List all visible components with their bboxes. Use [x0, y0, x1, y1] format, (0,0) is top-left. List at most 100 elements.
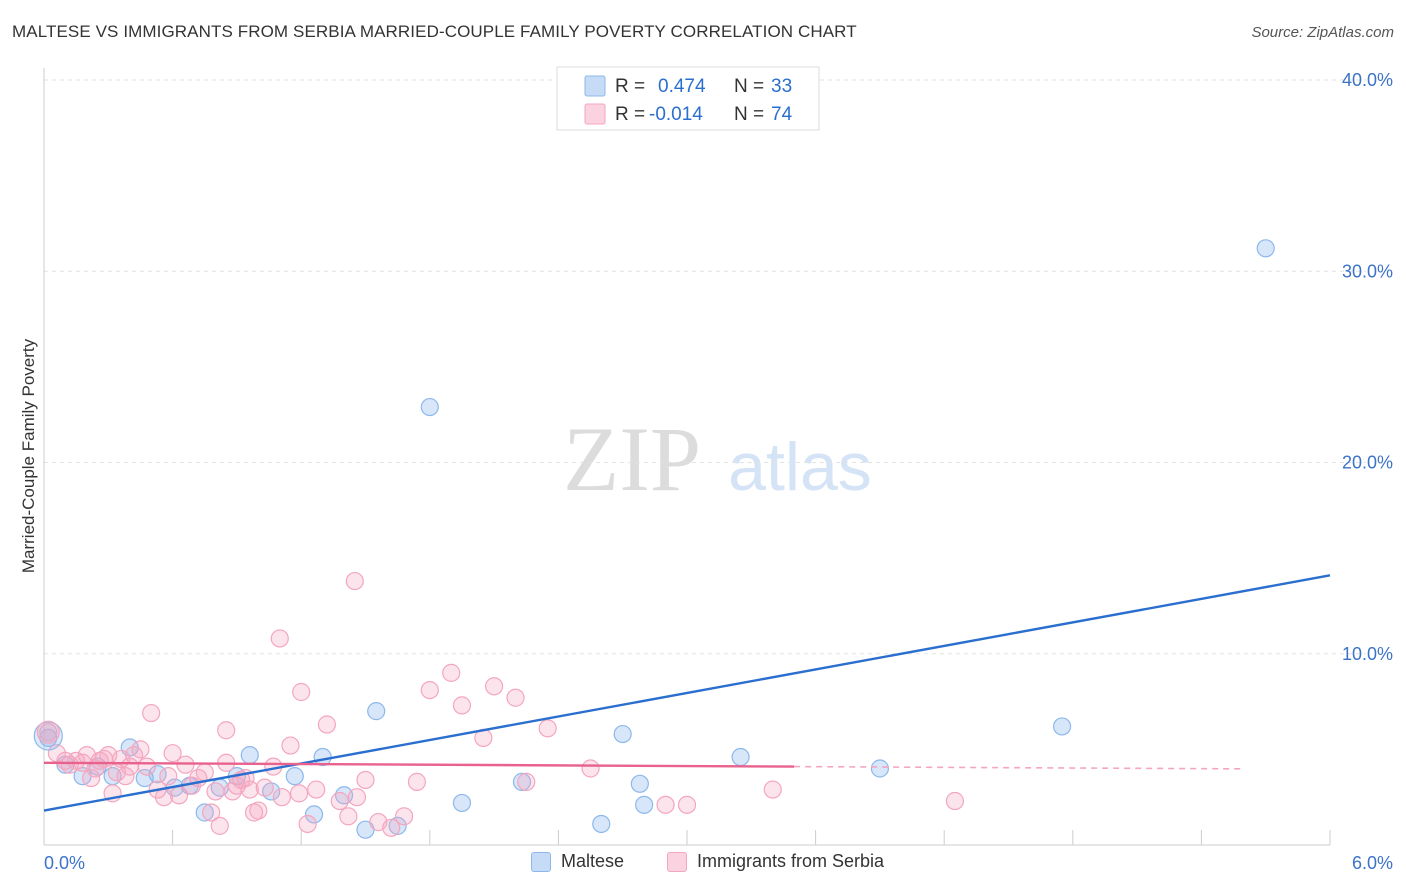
point-serbia — [330, 791, 349, 811]
point-serbia — [163, 744, 182, 763]
point-maltese — [635, 795, 654, 814]
point-maltese — [1256, 239, 1275, 258]
legend-r-value-2: -0.014 — [649, 104, 703, 125]
point-serbia — [345, 571, 364, 591]
point-maltese — [512, 772, 532, 791]
trend-line-serbia — [43, 761, 795, 768]
trend-lines — [43, 574, 1331, 812]
point-serbia — [506, 688, 525, 707]
point-serbia — [210, 816, 229, 835]
point-maltese — [630, 774, 649, 793]
data-points — [33, 239, 1275, 839]
point-serbia — [202, 803, 221, 822]
point-serbia — [382, 818, 401, 837]
point-serbia — [142, 703, 161, 723]
axes — [43, 68, 1331, 846]
point-serbia — [407, 772, 427, 791]
point-serbia — [159, 767, 178, 786]
point-serbia — [270, 629, 289, 648]
point-serbia — [394, 807, 414, 826]
point-serbia — [763, 780, 782, 799]
point-maltese — [304, 805, 324, 824]
tick-labels: 10.0% 20.0% 30.0% 40.0% 0.0% 6.0% — [44, 70, 1393, 873]
point-serbia — [317, 715, 337, 734]
y-tick-label: 10.0% — [1342, 644, 1393, 664]
legend-series: Maltese Immigrants from Serbia — [0, 851, 1406, 881]
legend-r-label-1: R = — [615, 76, 645, 97]
grid-lines — [44, 79, 1366, 655]
point-serbia — [339, 807, 358, 826]
legend-n-label-1: N = — [734, 76, 764, 97]
point-maltese — [195, 803, 214, 822]
point-serbia — [420, 680, 439, 700]
legend-swatch-maltese — [584, 75, 606, 97]
point-maltese-large — [33, 721, 63, 751]
point-serbia — [292, 682, 311, 702]
point-serbia — [517, 772, 536, 791]
point-maltese — [870, 759, 890, 778]
point-serbia — [249, 801, 268, 820]
point-serbia — [945, 791, 965, 811]
x-tick-label: 0.0% — [44, 853, 85, 873]
point-maltese — [731, 747, 750, 767]
legend-item-serbia: Immigrants from Serbia — [667, 851, 884, 872]
point-serbia — [116, 767, 135, 786]
point-serbia — [538, 719, 557, 738]
point-serbia — [442, 663, 461, 682]
legend-item-maltese: Maltese — [531, 851, 624, 872]
point-serbia — [298, 814, 317, 834]
point-serbia-large — [36, 720, 60, 744]
point-serbia — [195, 763, 214, 782]
point-maltese — [285, 767, 304, 786]
point-serbia — [137, 757, 156, 776]
y-tick-label: 30.0% — [1342, 261, 1393, 281]
point-serbia — [656, 795, 675, 814]
point-serbia — [206, 782, 225, 801]
point-serbia — [82, 768, 101, 788]
watermark: ZIP atlas — [563, 408, 872, 510]
point-maltese — [388, 816, 407, 835]
point-serbia — [217, 721, 236, 740]
point-serbia — [39, 723, 58, 742]
legend-stats: R = 0.474 N = 33 R = -0.014 N = 74 — [556, 66, 820, 131]
point-serbia — [131, 740, 150, 759]
watermark-zip: ZIP — [563, 408, 701, 510]
point-serbia — [240, 780, 259, 799]
x-tick-label: 6.0% — [1352, 853, 1393, 873]
legend-r-label-2: R = — [615, 104, 645, 125]
legend-n-value-2: 74 — [771, 104, 793, 125]
point-serbia — [289, 784, 309, 803]
legend-r-value-1: 0.474 — [658, 76, 706, 97]
legend-n-value-1: 33 — [771, 76, 792, 97]
legend-swatch-maltese-bottom — [531, 851, 551, 872]
point-maltese — [592, 814, 611, 834]
point-serbia — [356, 770, 375, 790]
y-tick-label: 20.0% — [1342, 453, 1393, 473]
point-maltese — [367, 702, 386, 721]
point-serbia — [347, 788, 367, 807]
watermark-atlas: atlas — [728, 429, 872, 505]
point-maltese — [240, 746, 259, 765]
point-serbia — [677, 795, 697, 814]
point-maltese — [452, 793, 472, 813]
trend-line-maltese — [43, 574, 1331, 812]
y-tick-label: 40.0% — [1342, 70, 1393, 90]
point-maltese — [1052, 717, 1072, 736]
legend-swatch-serbia-bottom — [667, 851, 687, 872]
point-serbia — [452, 696, 472, 715]
point-serbia — [485, 677, 504, 696]
point-serbia — [154, 788, 174, 807]
legend-label-maltese: Maltese — [561, 851, 625, 871]
point-serbia — [307, 780, 326, 799]
point-serbia — [581, 759, 600, 778]
legend-label-serbia: Immigrants from Serbia — [697, 851, 885, 871]
chart-source: Source: ZipAtlas.com — [1251, 24, 1394, 41]
legend-swatch-serbia — [584, 103, 606, 125]
point-serbia — [255, 778, 274, 797]
point-maltese — [613, 724, 632, 744]
trend-line-serbia-extension — [794, 765, 1245, 770]
legend-n-label-2: N = — [734, 104, 764, 125]
point-maltese — [420, 397, 439, 417]
point-serbia — [67, 751, 86, 770]
